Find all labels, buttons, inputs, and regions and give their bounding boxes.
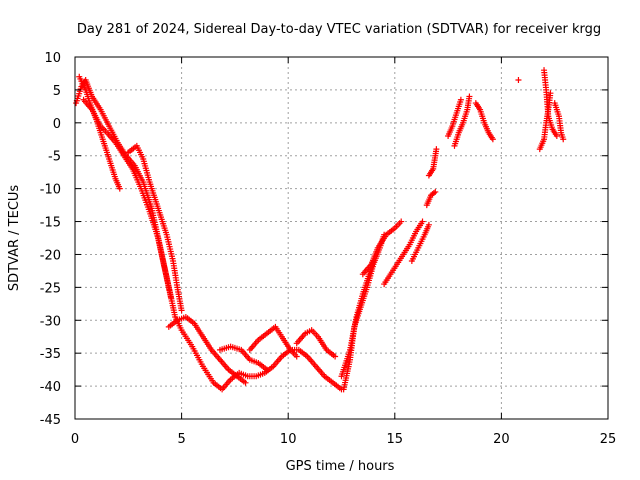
data-point-marker: [116, 185, 123, 192]
x-tick-label: 15: [387, 432, 404, 447]
x-tick-label: 10: [280, 432, 297, 447]
data-point-marker: [332, 353, 339, 360]
data-point-marker: [553, 132, 560, 139]
y-tick-label: -10: [40, 183, 61, 198]
data-point-marker: [560, 136, 567, 143]
y-axis-label: SDTVAR / TECUs: [7, 185, 22, 292]
data-point-marker: [466, 93, 473, 100]
y-tick-label: 5: [53, 84, 61, 99]
chart-title: Day 281 of 2024, Sidereal Day-to-day VTE…: [77, 22, 601, 37]
data-point-marker: [263, 366, 270, 373]
data-point-marker: [432, 188, 439, 195]
data-point-marker: [425, 221, 432, 228]
data-point-marker: [178, 307, 185, 314]
y-tick-label: -30: [40, 314, 61, 329]
data-point-marker: [398, 218, 405, 225]
y-tick-label: -20: [40, 248, 61, 263]
data-point-marker: [547, 90, 554, 97]
y-tick-label: -45: [40, 413, 61, 428]
data-point-marker: [457, 96, 464, 103]
y-tick-label: 0: [53, 117, 61, 132]
data-point-marker: [419, 218, 426, 225]
data-points: [73, 67, 567, 393]
grid-lines: [75, 57, 608, 419]
data-point-marker: [515, 77, 522, 84]
data-point-marker: [242, 379, 249, 386]
plot-frame: [74, 56, 609, 420]
data-point-marker: [489, 136, 496, 143]
x-tick-label: 20: [493, 432, 510, 447]
y-tick-label: -40: [40, 380, 61, 395]
y-tick-label: -5: [48, 150, 61, 165]
x-axis-label: GPS time / hours: [286, 459, 395, 474]
y-tick-label: -35: [40, 347, 61, 362]
x-tick-label: 5: [177, 432, 185, 447]
x-tick-label: 25: [600, 432, 617, 447]
data-point-marker: [293, 353, 300, 360]
y-tick-label: 10: [44, 51, 61, 66]
data-point-marker: [167, 294, 174, 301]
data-point-marker: [433, 146, 440, 153]
y-tick-label: -25: [40, 281, 61, 296]
axis-ticks: 0 5 10 15 20 25 10 5 0 -5 -10 -15 -20 -25 -30 -35 -40 -45: [40, 51, 617, 447]
x-tick-label: 0: [71, 432, 79, 447]
y-tick-label: -15: [40, 216, 61, 231]
